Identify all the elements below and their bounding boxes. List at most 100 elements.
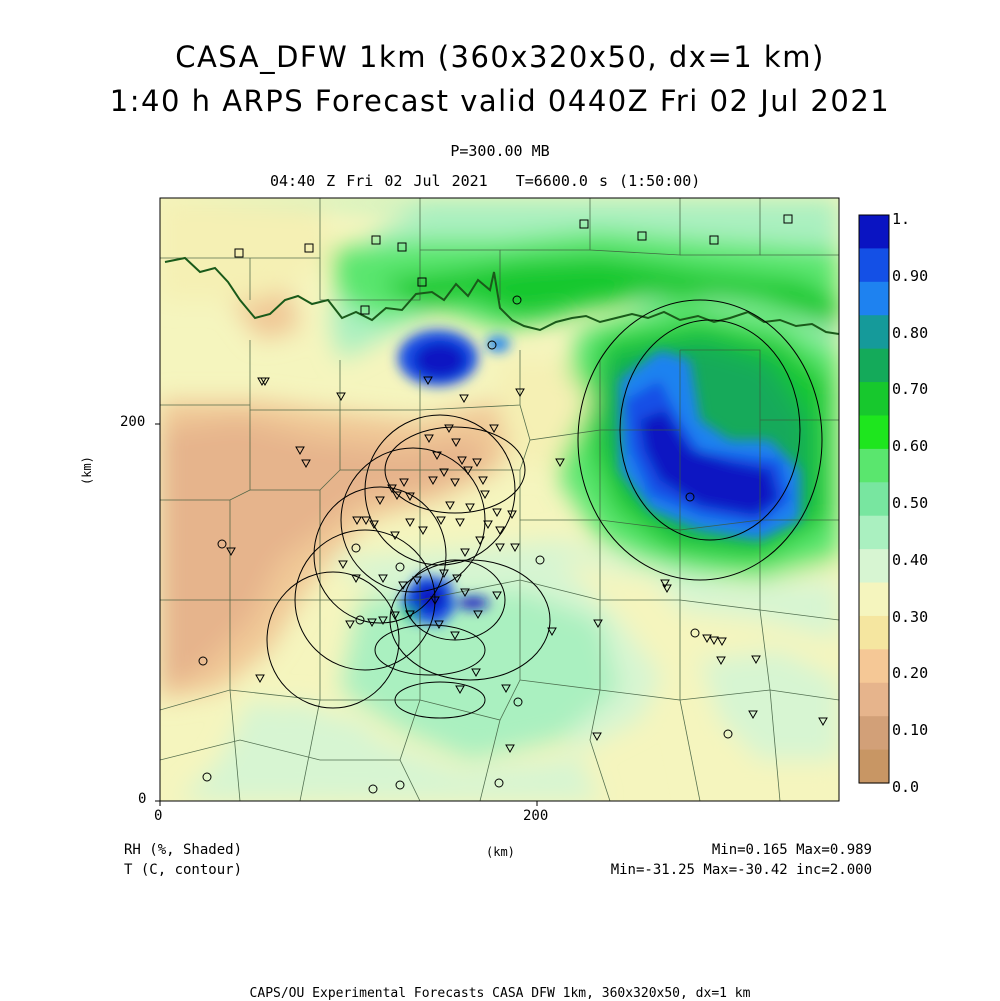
station-triangle (709, 636, 719, 646)
title-line-1: CASA_DFW 1km (360x320x50, dx=1 km) (175, 40, 825, 74)
y-axis-label: (km) (80, 456, 94, 485)
station-triangle (473, 610, 483, 620)
station-triangle (295, 446, 305, 456)
station-triangle (471, 668, 481, 678)
station-triangle (489, 424, 499, 434)
x-axis-label: (km) (486, 845, 515, 859)
colorbar-swatch (859, 348, 889, 383)
station-triangle (336, 392, 346, 402)
colorbar-label: 0.20 (892, 664, 929, 683)
colorbar-frame (858, 214, 890, 784)
station-triangle (378, 616, 388, 626)
county-boundaries (160, 198, 839, 801)
station-triangle (460, 588, 470, 598)
colorbar-swatch (859, 415, 889, 450)
station-triangle (505, 744, 515, 754)
colorbar-swatch (859, 482, 889, 517)
station-triangle (592, 732, 602, 742)
colorbar-label: 0.60 (892, 437, 929, 456)
station-triangle (301, 459, 311, 469)
colorbar-swatch (859, 248, 889, 283)
station-triangle (818, 717, 828, 727)
station-triangle (260, 377, 270, 387)
station-triangle (495, 543, 505, 553)
station-triangle (439, 468, 449, 478)
station-triangle (367, 618, 377, 628)
station-triangle (483, 520, 493, 530)
station-triangle (717, 637, 727, 647)
station-triangle (432, 451, 442, 461)
station-triangle (418, 526, 428, 536)
footer-credit: CAPS/OU Experimental Forecasts CASA DFW … (249, 986, 751, 1001)
station-triangle (444, 424, 454, 434)
station-triangle (455, 518, 465, 528)
colorbar-swatch (859, 215, 889, 250)
station-triangle (547, 627, 557, 637)
colorbar-label: 0.40 (892, 550, 929, 569)
x-tick-0: 0 (154, 808, 163, 824)
axis-ticks (155, 423, 538, 806)
station-triangle (338, 560, 348, 570)
plot-frame (159, 197, 840, 802)
station-triangle (495, 526, 505, 536)
colorbar-swatch (859, 682, 889, 717)
colorbar-swatch (859, 315, 889, 350)
x-tick-200: 200 (523, 808, 549, 824)
station-triangle (351, 574, 361, 584)
station-triangle (424, 434, 434, 444)
station-triangle (492, 591, 502, 601)
station-triangle (702, 634, 712, 644)
colorbar-label: 0.80 (892, 323, 929, 342)
colorbar-swatch (859, 582, 889, 617)
station-triangles (226, 376, 828, 754)
colorbar-swatch (859, 281, 889, 316)
colorbar-label: 0.90 (892, 266, 929, 285)
station-triangle (452, 574, 462, 584)
station-triangle (450, 631, 460, 641)
temperature-contours (266, 299, 823, 719)
station-triangle (478, 476, 488, 486)
station-triangle (375, 496, 385, 506)
model-time: T=6600.0 s (1:50:00) (515, 172, 701, 190)
station-triangle (465, 503, 475, 513)
colorbar-swatch (859, 515, 889, 550)
shaded-field-label: RH (%, Shaded) (124, 842, 243, 858)
station-triangle (748, 710, 758, 720)
contour-field-label: T (C, contour) (124, 862, 243, 878)
station-triangle (492, 508, 502, 518)
station-triangle (405, 518, 415, 528)
station-triangle (369, 520, 379, 530)
pressure-level: P=300.00 MB (450, 142, 550, 160)
colorbar-swatch (859, 716, 889, 751)
station-triangle (255, 674, 265, 684)
title-line-2: 1:40 h ARPS Forecast valid 0440Z Fri 02 … (109, 84, 891, 118)
station-triangle (515, 388, 525, 398)
station-triangle (345, 620, 355, 630)
station-triangle (387, 484, 397, 494)
station-triangle (450, 478, 460, 488)
colorbar (859, 215, 889, 784)
station-triangle (716, 656, 726, 666)
colorbar-swatch (859, 649, 889, 684)
station-triangle (428, 476, 438, 486)
colorbar-label: 0.50 (892, 494, 929, 512)
station-triangle (660, 579, 670, 589)
station-triangle (455, 685, 465, 695)
y-tick-0: 0 (138, 791, 147, 807)
station-triangle (460, 548, 470, 558)
station-triangle (751, 655, 761, 665)
station-triangle (507, 510, 517, 520)
station-triangle (445, 501, 455, 511)
valid-time-line: 04:40 Z Fri 02 Jul 2021 T=6600.0 s (1:50:… (270, 172, 700, 190)
shaded-stats: Min=0.165 Max=0.989 (711, 842, 872, 858)
colorbar-swatch (859, 448, 889, 483)
station-triangle (662, 584, 672, 594)
station-triangle (510, 543, 520, 553)
station-triangle (593, 619, 603, 629)
colorbar-label: 0.70 (892, 380, 929, 399)
contour-stats: Min=-31.25 Max=-30.42 inc=2.000 (610, 862, 872, 878)
colorbar-label: 0.10 (892, 721, 929, 740)
colorbar-label: 0.0 (892, 778, 920, 796)
station-triangle (439, 569, 449, 579)
